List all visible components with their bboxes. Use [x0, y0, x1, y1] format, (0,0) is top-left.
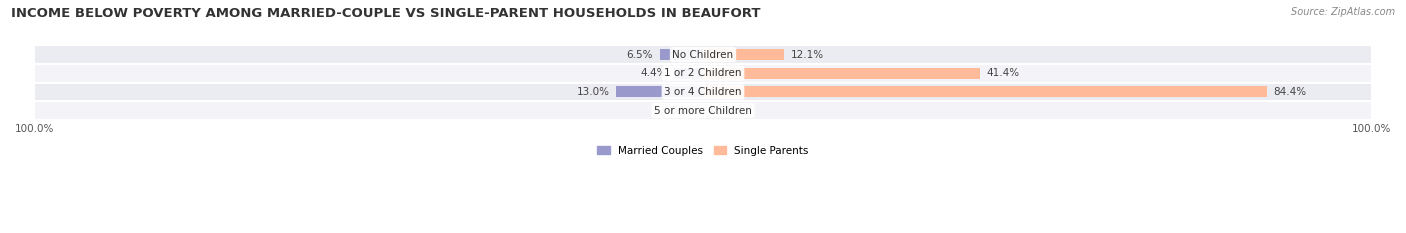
Text: 41.4%: 41.4% [987, 68, 1019, 78]
Bar [703, 68, 980, 79]
Text: 5 or more Children: 5 or more Children [654, 106, 752, 116]
Bar [703, 86, 1267, 97]
Bar [35, 45, 1371, 64]
Text: 1 or 2 Children: 1 or 2 Children [664, 68, 742, 78]
Legend: Married Couples, Single Parents: Married Couples, Single Parents [598, 146, 808, 156]
Text: 3 or 4 Children: 3 or 4 Children [664, 87, 742, 97]
Text: 0.0%: 0.0% [710, 106, 735, 116]
Text: 6.5%: 6.5% [627, 50, 652, 60]
Text: INCOME BELOW POVERTY AMONG MARRIED-COUPLE VS SINGLE-PARENT HOUSEHOLDS IN BEAUFOR: INCOME BELOW POVERTY AMONG MARRIED-COUPL… [11, 7, 761, 20]
Bar [35, 82, 1371, 101]
Text: 12.1%: 12.1% [790, 50, 824, 60]
Text: 0.0%: 0.0% [671, 106, 696, 116]
Bar [673, 68, 703, 79]
Text: Source: ZipAtlas.com: Source: ZipAtlas.com [1291, 7, 1395, 17]
Text: 13.0%: 13.0% [576, 87, 609, 97]
Text: No Children: No Children [672, 50, 734, 60]
Bar [616, 86, 703, 97]
Text: 4.4%: 4.4% [640, 68, 666, 78]
Bar [35, 101, 1371, 120]
Bar [703, 49, 785, 60]
Bar [659, 49, 703, 60]
Text: 84.4%: 84.4% [1274, 87, 1306, 97]
Bar [35, 64, 1371, 82]
